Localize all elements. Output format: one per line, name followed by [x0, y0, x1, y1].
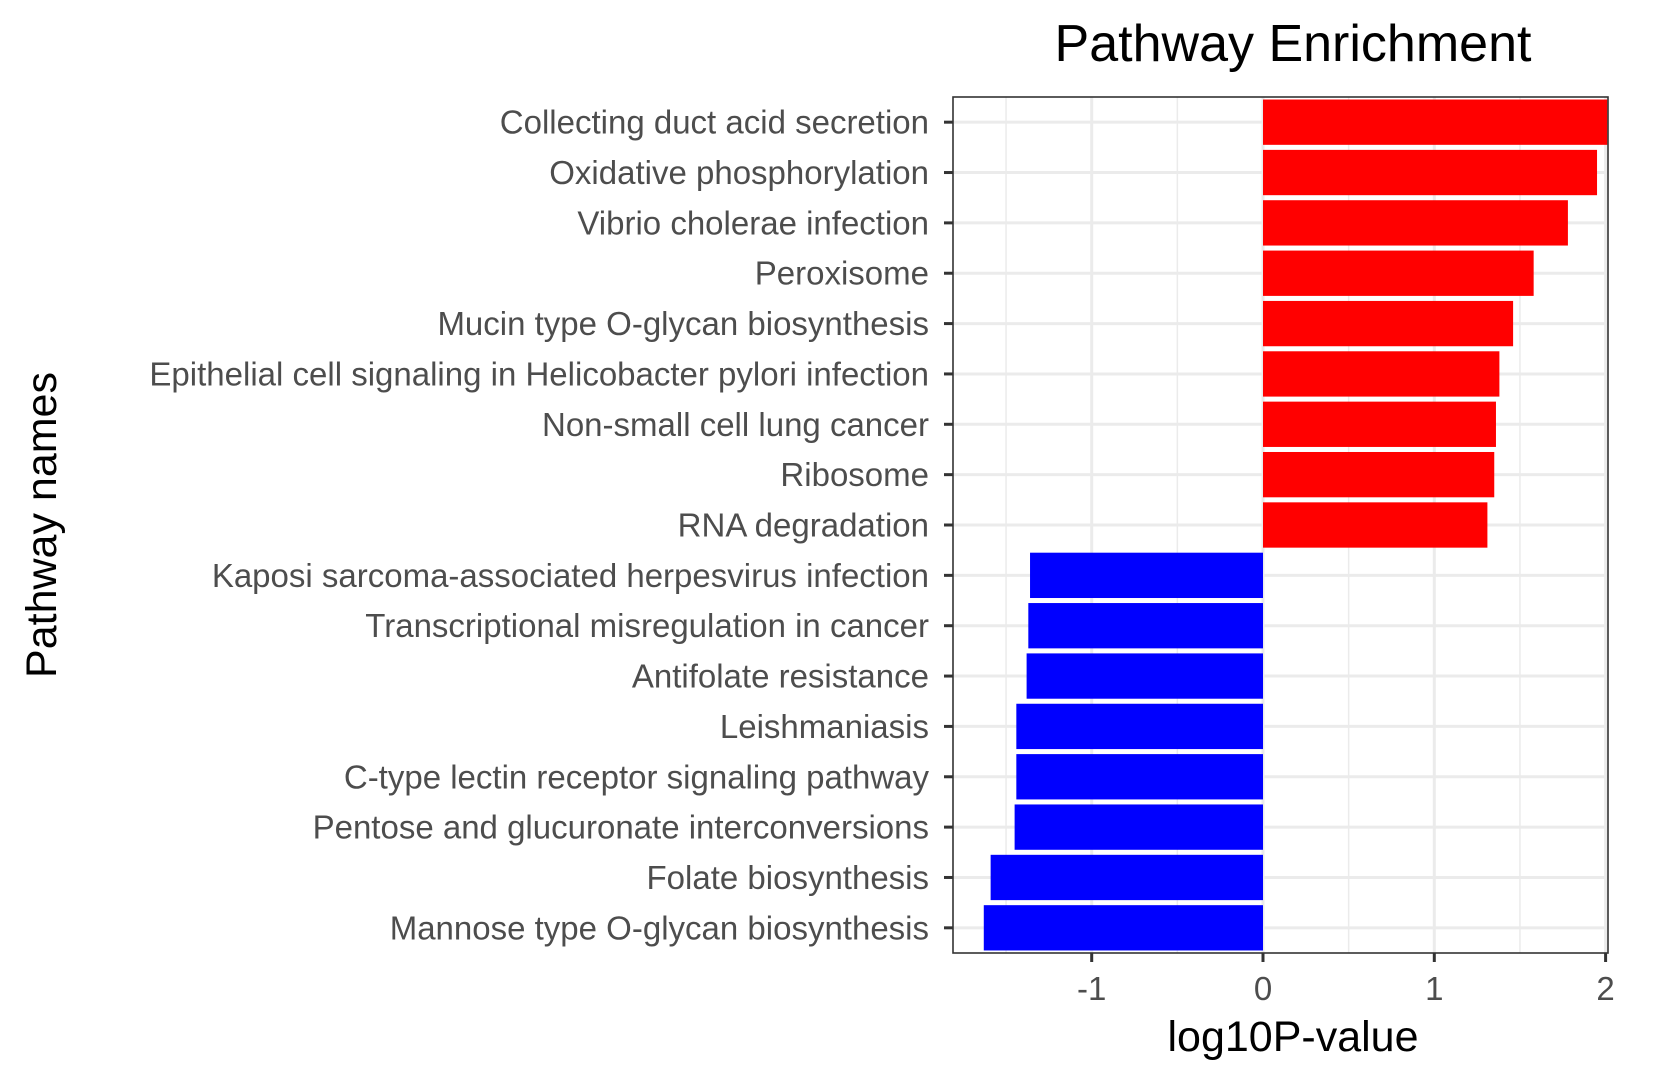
- x-tick-label: -1: [1077, 970, 1106, 1007]
- y-axis-title: Pathway names: [18, 372, 66, 678]
- category-label: Non-small cell lung cancer: [542, 406, 929, 443]
- chart-title: Pathway Enrichment: [1055, 15, 1532, 73]
- category-label: C-type lectin receptor signaling pathway: [344, 758, 930, 795]
- category-label: Collecting duct acid secretion: [500, 104, 929, 141]
- bar: [1263, 99, 1608, 145]
- category-label: RNA degradation: [678, 507, 929, 544]
- category-label: Vibrio cholerae infection: [577, 204, 929, 241]
- bar: [1016, 703, 1263, 750]
- x-tick-label: 2: [1596, 970, 1614, 1007]
- category-label: Mucin type O-glycan biosynthesis: [437, 305, 929, 342]
- bar: [983, 905, 1263, 951]
- category-label: Oxidative phosphorylation: [549, 154, 929, 191]
- bar: [1026, 653, 1263, 699]
- plot-panel: [952, 96, 1609, 954]
- category-label: Ribosome: [780, 456, 929, 493]
- category-label: Peroxisome: [755, 255, 929, 292]
- category-label: Mannose type O-glycan biosynthesis: [390, 909, 929, 946]
- bar: [1263, 401, 1496, 447]
- category-label: Folate biosynthesis: [647, 859, 929, 896]
- bar: [1016, 754, 1263, 800]
- category-label: Transcriptional misregulation in cancer: [365, 607, 929, 644]
- bar: [1263, 502, 1488, 548]
- bar: [1263, 300, 1514, 347]
- x-tick-label: 0: [1254, 970, 1272, 1007]
- category-label: Leishmaniasis: [720, 708, 929, 745]
- category-label: Antifolate resistance: [632, 658, 929, 695]
- x-axis: -1 0 1 2: [1077, 953, 1615, 1007]
- bar: [1028, 603, 1263, 649]
- bar: [1014, 804, 1263, 850]
- x-axis-title: log10P-value: [1167, 1013, 1418, 1061]
- bar: [1263, 451, 1495, 498]
- bar: [1030, 552, 1263, 599]
- y-axis: Collecting duct acid secretion Oxidative …: [149, 104, 953, 946]
- category-label: Epithelial cell signaling in Helicobacte…: [149, 355, 929, 392]
- category-label: Kaposi sarcoma-associated herpesvirus in…: [212, 557, 929, 594]
- category-label: Pentose and glucuronate interconversions: [313, 809, 929, 846]
- bar: [1263, 351, 1500, 397]
- bar: [1263, 149, 1598, 196]
- bar: [1263, 250, 1534, 296]
- x-tick-label: 1: [1425, 970, 1443, 1007]
- bar: [1263, 200, 1568, 246]
- bar: [990, 854, 1263, 901]
